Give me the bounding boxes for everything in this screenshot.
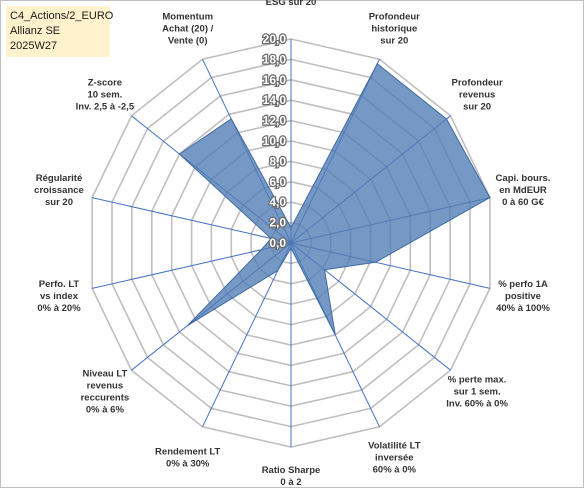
info-week: 2025W27 — [10, 40, 58, 52]
tick-label: 4,0 — [269, 195, 286, 209]
axis-label: % perte max. sur 1 sem. Inv. 60% à 0% — [446, 374, 508, 409]
axis-label: Profondeur revenus sur 20 — [451, 78, 502, 113]
axis-label: NoteESG sur 20 — [266, 0, 317, 8]
info-company: Allianz SE — [10, 25, 61, 37]
axis-label: Perfo. LT vs index 0% à 20% — [37, 279, 81, 314]
series-area — [178, 63, 491, 336]
tick-label: 8,0 — [269, 154, 286, 168]
axis-label: Volatilité LT inversée 60% à 0% — [368, 440, 421, 475]
tick-label: 18,0 — [263, 52, 287, 66]
tick-label: 12,0 — [263, 114, 287, 128]
axis-label: Ratio Sharpe 0 à 2 — [262, 465, 321, 488]
info-category: C4_Actions/2_EURO — [10, 10, 114, 22]
axis-label: Capi. bours. en MdEUR 0 à 60 G€ — [496, 173, 551, 208]
tick-label: 14,0 — [263, 93, 287, 107]
axis-label: % perfo 1A positive 40% à 100% — [496, 279, 550, 314]
axis-label: Régularité croissance sur 20 — [34, 173, 84, 208]
axis-label: Niveau LT revenus reccurents 0% à 6% — [81, 368, 130, 415]
axis-label: Rendement LT 0% à 30% — [155, 446, 220, 469]
series-layer — [178, 63, 491, 336]
axis-label: Z-score 10 sem. Inv. 2,5 à -2,5 — [76, 78, 135, 113]
tick-label: 2,0 — [269, 216, 286, 230]
tick-label: 10,0 — [263, 134, 287, 148]
tick-layer: 0,0 2,0 4,0 6,0 8,0 10,0 12,0 14,0 16,0 18,0 20,0 — [261, 31, 287, 251]
tick-label: 16,0 — [263, 73, 287, 87]
axis-label: Profondeur historique sur 20 — [369, 12, 420, 47]
axis-spoke — [91, 242, 292, 289]
axis-spoke — [91, 197, 292, 244]
info-box: C4_Actions/2_EURO Allianz SE 2025W27 — [6, 6, 114, 57]
axis-spoke — [202, 242, 292, 428]
axis-label: Momentum Achat (20) / Vente (0) — [162, 12, 214, 47]
tick-label: 0,0 — [269, 236, 286, 250]
tick-label: 6,0 — [269, 175, 286, 189]
tick-label: 20,0 — [263, 32, 287, 46]
